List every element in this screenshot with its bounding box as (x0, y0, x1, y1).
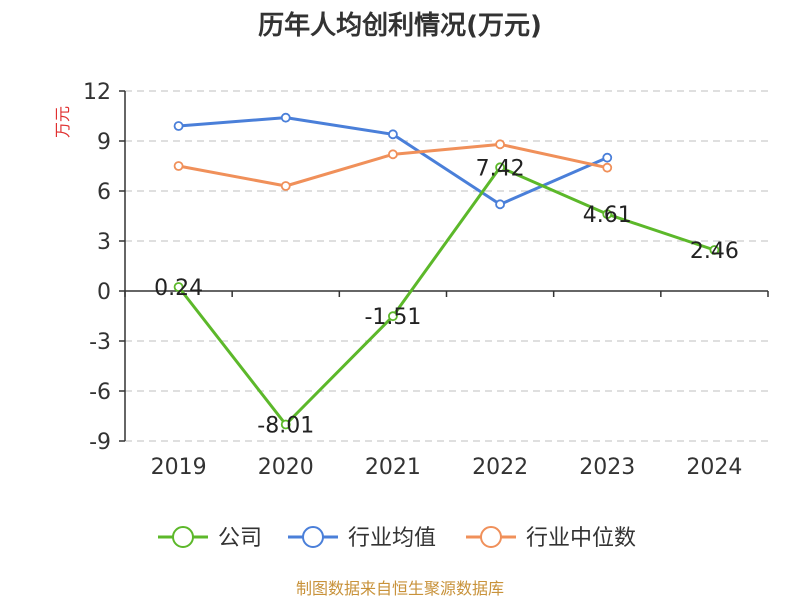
x-tick-label: 2021 (365, 455, 421, 480)
legend-marker (172, 526, 194, 548)
data-label: 4.61 (583, 203, 632, 228)
x-tick-label: 2022 (472, 455, 528, 480)
y-axis-label: 万元 (53, 106, 72, 138)
legend-label: 行业中位数 (526, 526, 636, 551)
data-point (388, 129, 398, 140)
legend-label: 公司 (218, 526, 262, 551)
series-line-0 (177, 165, 715, 426)
data-point (602, 209, 613, 220)
data-point (280, 112, 291, 123)
data-labels: 0.24 -8.01 -1.51 7.42 4.61 2.46 (154, 156, 739, 438)
y-tick-label: 0 (97, 280, 111, 305)
legend-marker (480, 526, 502, 548)
data-label: -8.01 (257, 414, 314, 439)
x-tick-label: 2020 (258, 455, 314, 480)
series-layer (173, 112, 720, 430)
y-tick-label: 3 (97, 230, 111, 255)
x-tick-label: 2019 (151, 455, 207, 480)
y-tick-label: 9 (97, 130, 111, 155)
y-tick-label: -9 (89, 430, 111, 455)
x-tick-label: 2023 (579, 455, 635, 480)
y-tick-label: 12 (83, 80, 111, 105)
data-label: -1.51 (364, 305, 421, 330)
data-label: 2.46 (690, 239, 739, 264)
legend-label: 行业均值 (348, 526, 436, 551)
y-tick-label: -3 (89, 330, 111, 355)
legend-marker (302, 526, 324, 548)
data-point (495, 162, 505, 173)
data-point (173, 121, 184, 131)
source-note: 制图数据来自恒生聚源数据库 (296, 579, 504, 598)
data-point (173, 161, 184, 171)
data-point (709, 245, 720, 255)
data-point (280, 181, 291, 191)
data-label: 0.24 (154, 276, 203, 301)
data-point (280, 419, 291, 430)
data-point (388, 311, 398, 322)
data-point (173, 282, 184, 292)
y-tick-label: -6 (89, 380, 111, 405)
axes: 12 9 6 3 0 -3 -6 -9 2019 2020 2021 2022 2023 2024 (83, 80, 769, 480)
x-tick-label: 2024 (686, 455, 742, 480)
legend: 公司 行业均值 行业中位数 (158, 526, 636, 551)
data-point (495, 139, 505, 150)
chart-title: 历年人均创利情况(万元) (258, 10, 542, 41)
data-point (602, 162, 613, 173)
data-point (495, 199, 505, 210)
data-point (602, 152, 613, 163)
data-label: 7.42 (476, 156, 525, 181)
data-point (388, 149, 398, 160)
gridlines (125, 90, 768, 442)
y-tick-label: 6 (97, 180, 111, 205)
